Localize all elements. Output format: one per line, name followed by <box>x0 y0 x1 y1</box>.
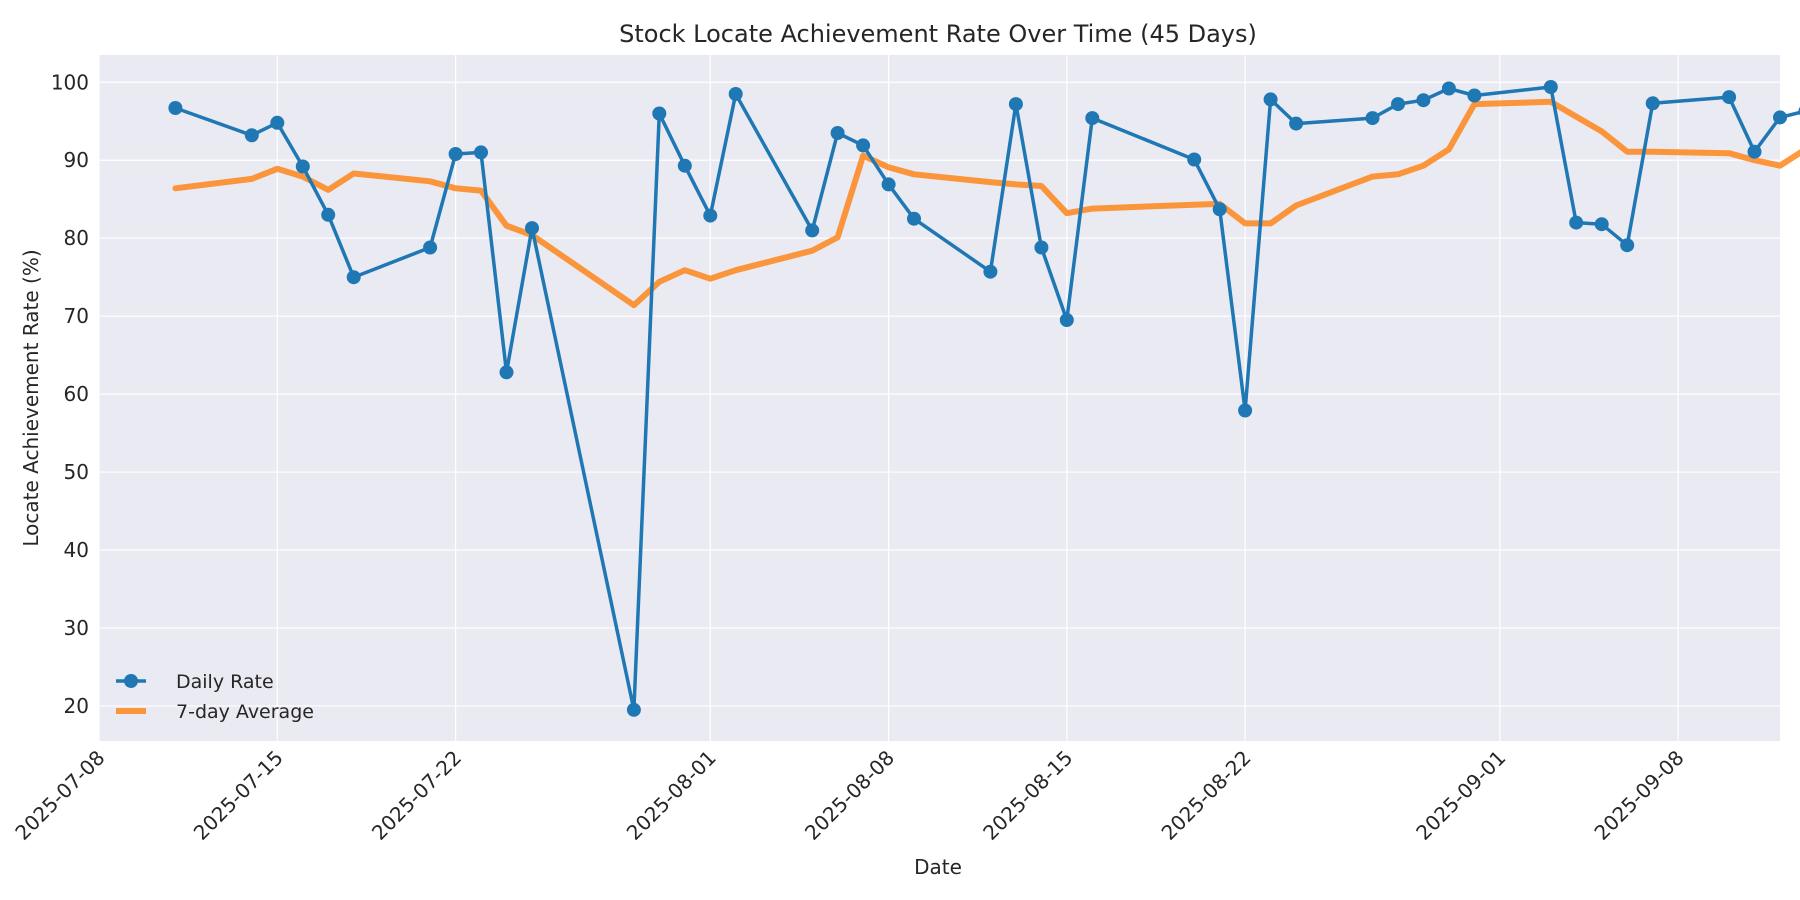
x-tick-label: 2025-08-01 <box>622 746 721 845</box>
data-point-daily-rate <box>448 147 463 161</box>
data-point-daily-rate <box>499 365 514 380</box>
y-tick-label: 80 <box>64 226 89 250</box>
legend-item-daily-rate: Daily Rate <box>116 671 274 693</box>
data-point-daily-rate <box>1187 152 1202 167</box>
data-point-daily-rate <box>856 138 871 153</box>
data-point-daily-rate <box>652 106 667 121</box>
data-point-daily-rate <box>474 145 488 160</box>
y-tick-label: 30 <box>64 616 89 640</box>
data-point-daily-rate <box>295 159 310 174</box>
data-point-daily-rate <box>830 126 845 140</box>
data-point-daily-rate <box>525 221 539 236</box>
data-point-daily-rate <box>703 208 718 223</box>
data-point-daily-rate <box>270 115 285 130</box>
data-point-daily-rate <box>1722 90 1737 105</box>
series-line-7-day-average <box>172 98 1800 309</box>
legend-label-daily-rate: Daily Rate <box>176 671 274 693</box>
y-axis-title: Locate Achievement Rate (%) <box>19 249 43 546</box>
chart-title: Stock Locate Achievement Rate Over Time … <box>619 20 1257 48</box>
x-tick-label: 2025-09-01 <box>1411 746 1510 845</box>
data-point-daily-rate <box>1059 313 1074 327</box>
x-axis: 2025-07-08 2025-07-15 2025-07-22 2025-08-01… <box>10 746 1688 845</box>
data-point-daily-rate <box>805 223 820 238</box>
y-tick-label: 90 <box>64 148 89 172</box>
data-point-daily-rate <box>346 270 361 285</box>
data-point-daily-rate <box>677 158 692 173</box>
data-point-daily-rate <box>1645 96 1660 111</box>
data-point-daily-rate <box>1747 144 1762 159</box>
data-point-daily-rate <box>1289 116 1304 131</box>
data-point-daily-rate <box>728 87 743 101</box>
legend: Daily Rate 7-day Average <box>116 671 314 723</box>
y-tick-label: 40 <box>64 538 89 562</box>
data-point-daily-rate <box>1569 215 1584 230</box>
data-point-daily-rate <box>321 207 336 222</box>
data-point-daily-rate <box>244 128 259 143</box>
x-tick-label: 2025-07-08 <box>10 746 109 845</box>
data-point-daily-rate <box>1441 81 1456 96</box>
x-tick-label: 2025-08-22 <box>1157 746 1256 845</box>
data-point-daily-rate <box>1620 238 1635 253</box>
data-point-daily-rate <box>1391 97 1405 112</box>
data-point-daily-rate <box>626 702 641 717</box>
data-point-daily-rate <box>1212 202 1227 217</box>
x-tick-label: 2025-07-15 <box>189 746 288 845</box>
x-tick-label: 2025-08-15 <box>978 746 1077 845</box>
legend-item-7-day-average: 7-day Average <box>116 701 314 723</box>
y-tick-label: 20 <box>64 694 89 718</box>
data-point-daily-rate <box>1008 97 1023 112</box>
y-tick-label: 60 <box>64 382 89 406</box>
x-tick-label: 2025-09-08 <box>1589 746 1688 845</box>
data-point-daily-rate <box>423 240 438 255</box>
plot-area <box>99 55 1780 741</box>
y-axis: 20 30 40 50 60 70 80 90 100 <box>51 70 89 718</box>
data-point-daily-rate <box>1085 111 1100 126</box>
data-point-daily-rate <box>907 211 921 226</box>
data-point-daily-rate <box>881 177 896 192</box>
data-point-daily-rate <box>1416 93 1431 108</box>
y-tick-label: 70 <box>64 304 89 328</box>
data-point-daily-rate <box>983 264 998 279</box>
legend-label-7-day-average: 7-day Average <box>176 701 314 723</box>
x-axis-title: Date <box>914 855 962 879</box>
data-point-daily-rate <box>1238 403 1253 418</box>
data-point-daily-rate <box>168 101 183 115</box>
series-layer <box>168 80 1800 717</box>
y-tick-label: 50 <box>64 460 89 484</box>
data-point-daily-rate <box>1263 92 1278 107</box>
data-point-daily-rate <box>1365 111 1380 126</box>
x-tick-label: 2025-07-22 <box>367 746 466 845</box>
y-tick-label: 100 <box>51 70 89 94</box>
data-point-daily-rate <box>1543 80 1558 94</box>
data-point-daily-rate <box>1594 217 1609 232</box>
data-point-daily-rate <box>1034 240 1049 255</box>
data-point-daily-rate <box>1773 110 1787 125</box>
x-tick-label: 2025-08-08 <box>800 746 899 845</box>
data-point-daily-rate <box>1467 88 1482 103</box>
